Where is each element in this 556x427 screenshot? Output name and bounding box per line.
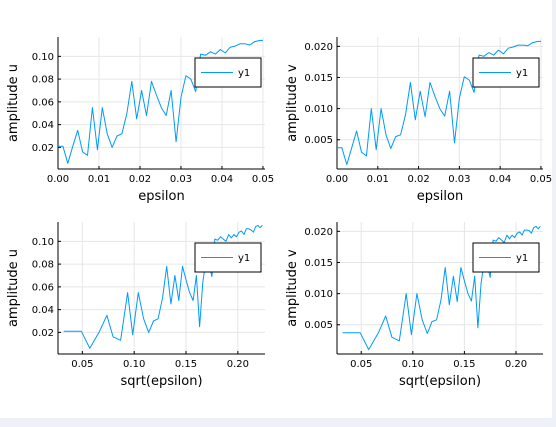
y-axis-label: amplitude v — [285, 249, 300, 327]
x-tick-label: 0.05 — [71, 359, 93, 370]
y-axis-label: amplitude u — [6, 249, 21, 327]
subplot-2: 0.00 0.01 0.02 0.03 0.04 0.05 0.005 0.010 0.015 0… — [285, 37, 552, 204]
x-tick-label: 0.02 — [129, 174, 151, 185]
x-axis-label: sqrt(epsilon) — [399, 374, 481, 389]
x-tick-label: 0.00 — [326, 174, 348, 185]
y-tick-label: 0.04 — [32, 120, 54, 131]
x-tick-label: 0.20 — [505, 359, 527, 370]
x-axis-label: epsilon — [417, 189, 463, 204]
x-tick-label: 0.05 — [252, 174, 274, 185]
y-tick-label: 0.020 — [304, 227, 333, 238]
series-line — [63, 224, 263, 349]
legend: y1 — [194, 57, 262, 88]
legend: y1 — [194, 242, 262, 273]
x-tick-label: 0.02 — [407, 174, 429, 185]
x-tick-label: 0.20 — [227, 359, 249, 370]
x-tick-label: 0.01 — [88, 174, 110, 185]
x-tick-label: 0.10 — [123, 359, 145, 370]
y-tick-label: 0.010 — [304, 289, 333, 300]
y-tick-label: 0.10 — [32, 52, 54, 63]
subplot-3: 0.05 0.10 0.15 0.20 0.02 0.04 0.06 0.08 0.10 sqrt… — [6, 222, 265, 389]
y-tick-label: 0.08 — [32, 260, 54, 271]
x-tick-label: 0.03 — [170, 174, 192, 185]
y-tick-label: 0.015 — [304, 73, 333, 84]
series-line — [342, 225, 541, 351]
subplot-4: 0.05 0.10 0.15 0.20 0.005 0.010 0.015 0.020 sqrt… — [285, 222, 543, 389]
legend: y1 — [472, 57, 540, 88]
y-tick-label: 0.020 — [304, 42, 333, 53]
y-tick-label: 0.02 — [32, 143, 54, 154]
x-tick-label: 0.15 — [175, 359, 197, 370]
y-tick-label: 0.06 — [32, 97, 54, 108]
series-line — [337, 40, 541, 166]
y-tick-label: 0.04 — [32, 305, 54, 316]
y-axis-label: amplitude v — [285, 64, 300, 142]
x-axis-label: epsilon — [138, 189, 184, 204]
legend: y1 — [472, 242, 540, 273]
subplot-1: 0.00 0.01 0.02 0.03 0.04 0.05 0.02 0.04 0.06 0.08… — [6, 37, 274, 204]
y-axis-label: amplitude u — [6, 64, 21, 142]
y-tick-label: 0.06 — [32, 282, 54, 293]
legend-label: y1 — [516, 68, 528, 79]
y-tick-label: 0.015 — [304, 258, 333, 269]
y-tick-label: 0.10 — [32, 237, 54, 248]
y-tick-label: 0.010 — [304, 104, 333, 115]
legend-label: y1 — [238, 68, 250, 79]
x-axis-label: sqrt(epsilon) — [120, 374, 202, 389]
x-tick-label: 0.03 — [448, 174, 470, 185]
x-tick-label: 0.01 — [367, 174, 389, 185]
legend-label: y1 — [516, 253, 528, 264]
x-tick-label: 0.10 — [402, 359, 424, 370]
y-tick-label: 0.08 — [32, 75, 54, 86]
y-tick-label: 0.005 — [304, 320, 333, 331]
series-line — [58, 39, 263, 164]
y-tick-label: 0.005 — [304, 135, 333, 146]
x-tick-label: 0.00 — [47, 174, 69, 185]
x-tick-label: 0.05 — [530, 174, 552, 185]
figure: 0.00 0.01 0.02 0.03 0.04 0.05 0.02 0.04 0.06 0.08… — [0, 0, 552, 418]
x-tick-label: 0.04 — [489, 174, 511, 185]
x-tick-label: 0.05 — [350, 359, 372, 370]
figure-canvas: 0.00 0.01 0.02 0.03 0.04 0.05 0.02 0.04 0.06 0.08… — [6, 37, 552, 389]
y-tick-label: 0.02 — [32, 328, 54, 339]
x-tick-label: 0.04 — [211, 174, 233, 185]
legend-label: y1 — [238, 253, 250, 264]
x-tick-label: 0.15 — [453, 359, 475, 370]
